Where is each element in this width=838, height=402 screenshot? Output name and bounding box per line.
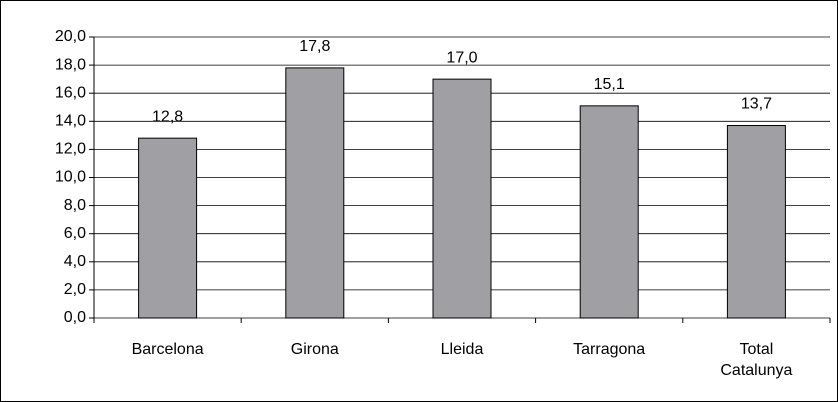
bar [579, 105, 639, 319]
y-tick-label: 10,0 [55, 169, 86, 186]
x-tick-label: Tarragona [573, 341, 646, 358]
y-tick-label: 16,0 [55, 84, 86, 101]
x-tick-label: Lleida [440, 341, 484, 358]
value-label: 12,8 [152, 108, 183, 125]
y-tick-label: 14,0 [55, 113, 86, 130]
y-tick-label: 20,0 [55, 28, 86, 45]
y-tick-label: 4,0 [64, 253, 86, 270]
y-tick-label: 2,0 [64, 281, 86, 298]
y-tick-label: 12,0 [55, 141, 86, 158]
y-tick-label: 6,0 [64, 225, 86, 242]
value-label: 17,8 [299, 38, 330, 55]
bar [138, 137, 198, 319]
value-label: 13,7 [741, 96, 772, 113]
x-tick-label: Total Catalunya [720, 341, 793, 379]
bar [726, 125, 786, 319]
y-tick-label: 18,0 [55, 56, 86, 73]
bar [432, 78, 492, 319]
value-label: 15,1 [594, 76, 625, 93]
x-tick-label: Girona [290, 341, 339, 358]
y-tick-label: 8,0 [64, 197, 86, 214]
bar [285, 67, 345, 319]
x-tick-label: Barcelona [131, 341, 204, 358]
value-label: 17,0 [446, 49, 477, 66]
y-tick-label: 0,0 [64, 309, 86, 326]
